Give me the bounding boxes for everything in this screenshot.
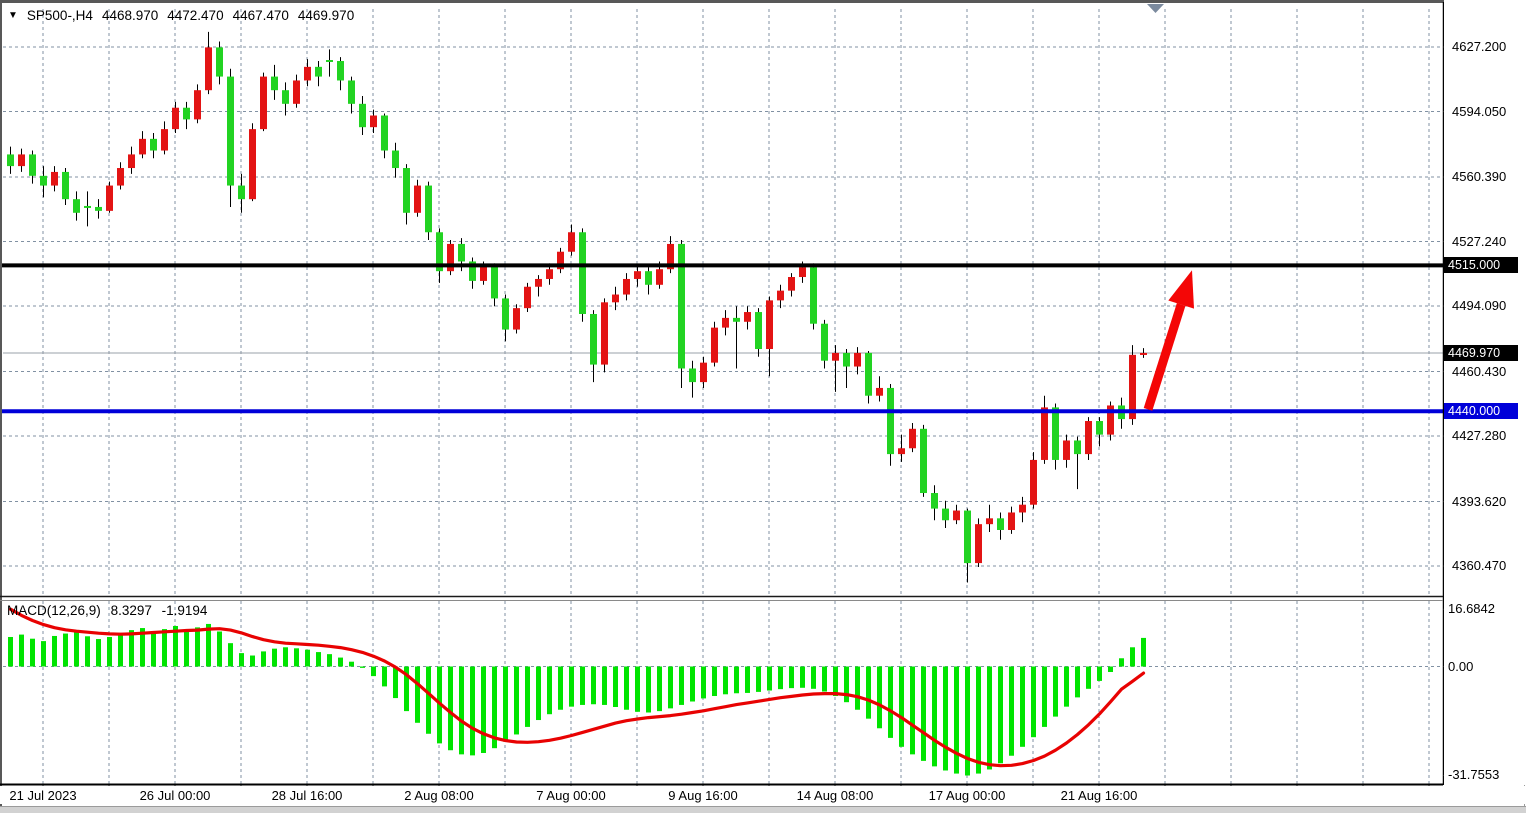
macd-signal-line — [8, 607, 1146, 768]
price-tick-label: 4494.090 — [1452, 298, 1507, 314]
bar-position-marker — [1147, 4, 1164, 13]
ohlc-low: 4467.470 — [232, 8, 289, 23]
chart-title: ▼ SP500-,H4 4468.970 4472.470 4467.470 4… — [8, 8, 354, 23]
price-axis[interactable]: 4627.200 4594.050 4560.390 4527.240 4494.090… — [1444, 0, 1526, 785]
macd-indicator-label: MACD(12,26,9) 8.3297 -1.9194 — [7, 603, 213, 618]
price-tick-label: 4560.390 — [1452, 169, 1507, 184]
price-tick-label: 4393.620 — [1452, 493, 1507, 509]
time-tick-label: 14 Aug 08:00 — [796, 788, 874, 803]
candlestick-series[interactable] — [7, 31, 1147, 583]
time-tick-label: 21 Jul 2023 — [9, 788, 77, 803]
time-axis[interactable]: 21 Jul 2023 26 Jul 00:00 28 Jul 16:00 2 Aug… — [0, 786, 1526, 804]
price-tick-label: 4427.280 — [1452, 428, 1507, 444]
macd-name: MACD(12,26,9) — [7, 603, 101, 618]
ohlc-close: 4469.970 — [297, 8, 355, 23]
price-tick-label: 4460.430 — [1452, 363, 1507, 379]
price-tick-label: 4527.240 — [1452, 233, 1507, 249]
time-tick-label: 28 Jul 16:00 — [271, 788, 343, 803]
macd-histogram — [8, 623, 1146, 776]
ohlc-high: 4472.470 — [167, 8, 224, 23]
time-tick-label: 7 Aug 00:00 — [536, 788, 606, 803]
macd-tick-label: 0.00 — [1448, 658, 1474, 674]
ohlc-open: 4468.970 — [101, 8, 159, 23]
time-tick-label: 21 Aug 16:00 — [1060, 788, 1138, 803]
macd-main-value: 8.3297 — [110, 603, 152, 618]
symbol-dropdown-icon[interactable]: ▼ — [8, 10, 18, 21]
time-tick-label: 2 Aug 08:00 — [404, 788, 474, 803]
macd-tick-label: 16.6842 — [1448, 601, 1495, 617]
price-tick-label: 4627.200 — [1452, 39, 1507, 54]
time-tick-label: 17 Aug 00:00 — [928, 788, 1006, 803]
symbol-period-label: SP500-,H4 — [26, 8, 93, 23]
price-tick-label: 4594.050 — [1452, 103, 1507, 119]
macd-tick-label: -31.7553 — [1448, 767, 1500, 783]
resistance-price-badge: 4515.000 — [1444, 257, 1518, 274]
current-price-badge: 4469.970 — [1444, 344, 1518, 361]
time-tick-label: 26 Jul 00:00 — [139, 788, 211, 803]
window-bottom-edge — [0, 806, 1526, 813]
time-tick-label: 9 Aug 16:00 — [668, 788, 738, 803]
price-tick-label: 4360.470 — [1452, 558, 1507, 574]
trend-arrow[interactable] — [1143, 270, 1194, 411]
support-price-badge: 4440.000 — [1444, 403, 1518, 420]
macd-signal-value: -1.9194 — [161, 603, 208, 618]
